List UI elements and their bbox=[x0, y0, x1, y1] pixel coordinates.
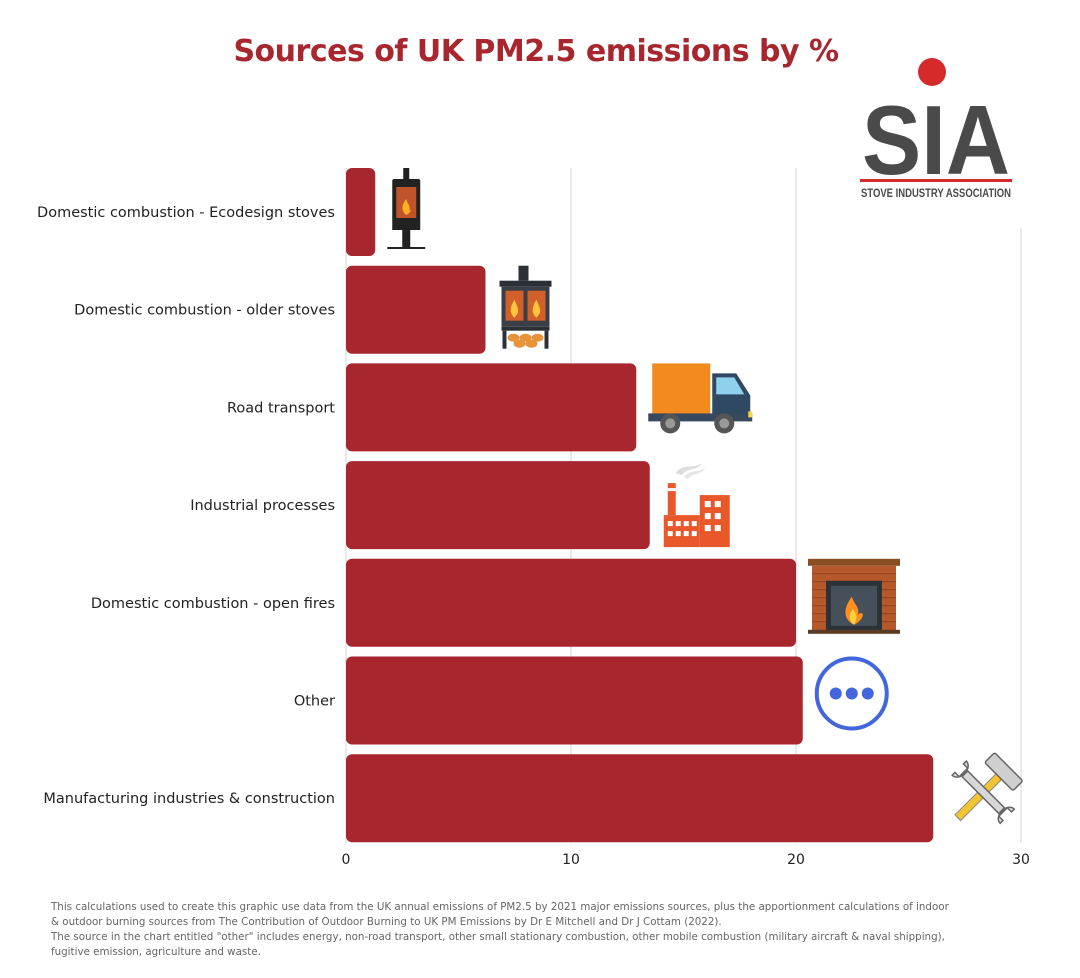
icon-layer bbox=[387, 168, 1023, 825]
ecodesign-stove-icon bbox=[387, 168, 426, 249]
footnote-line-2: The source in the chart entitled "other"… bbox=[51, 931, 945, 958]
chart: Domestic combustion - Ecodesign stoves Do… bbox=[37, 168, 1030, 868]
x-tick-label: 20 bbox=[787, 852, 805, 868]
category-label: Industrial processes bbox=[190, 498, 335, 514]
bar bbox=[346, 168, 376, 256]
chart-title: Sources of UK PM2.5 emissions by % bbox=[233, 34, 839, 69]
bar bbox=[346, 558, 796, 647]
logo-tagline: STOVE INDUSTRY ASSOCIATION bbox=[861, 188, 1011, 200]
bar bbox=[346, 754, 934, 843]
x-tick-label: 30 bbox=[1012, 852, 1030, 868]
bar-layer bbox=[346, 168, 934, 843]
bar bbox=[346, 265, 486, 354]
category-label: Domestic combustion - open fires bbox=[91, 596, 335, 612]
logo-rule bbox=[860, 179, 1012, 182]
x-tick-label: 0 bbox=[342, 852, 351, 868]
category-label: Other bbox=[294, 694, 335, 710]
bar bbox=[346, 656, 803, 745]
logo-letters: SIA bbox=[862, 85, 1010, 195]
older-stove-icon bbox=[499, 265, 552, 349]
sia-logo: SIA STOVE INDUSTRY ASSOCIATION bbox=[860, 58, 1012, 200]
footnote: This calculations used to create this gr… bbox=[51, 900, 951, 960]
ellipsis-icon bbox=[814, 656, 889, 731]
bar bbox=[346, 363, 637, 452]
label-layer: Domestic combustion - Ecodesign stoves Do… bbox=[37, 205, 335, 807]
tools-icon bbox=[951, 752, 1023, 825]
category-label: Domestic combustion - Ecodesign stoves bbox=[37, 205, 335, 221]
category-label: Manufacturing industries & construction bbox=[43, 791, 335, 807]
bar bbox=[346, 461, 650, 550]
footnote-line-1: This calculations used to create this gr… bbox=[51, 901, 949, 928]
tick-layer: 0 10 20 30 bbox=[342, 852, 1030, 868]
fireplace-icon bbox=[808, 558, 900, 634]
truck-icon bbox=[648, 363, 753, 434]
category-label: Road transport bbox=[227, 400, 335, 416]
category-label: Domestic combustion - older stoves bbox=[74, 303, 335, 319]
factory-icon bbox=[663, 463, 730, 548]
x-tick-label: 10 bbox=[562, 852, 580, 868]
logo-dot bbox=[918, 58, 946, 86]
